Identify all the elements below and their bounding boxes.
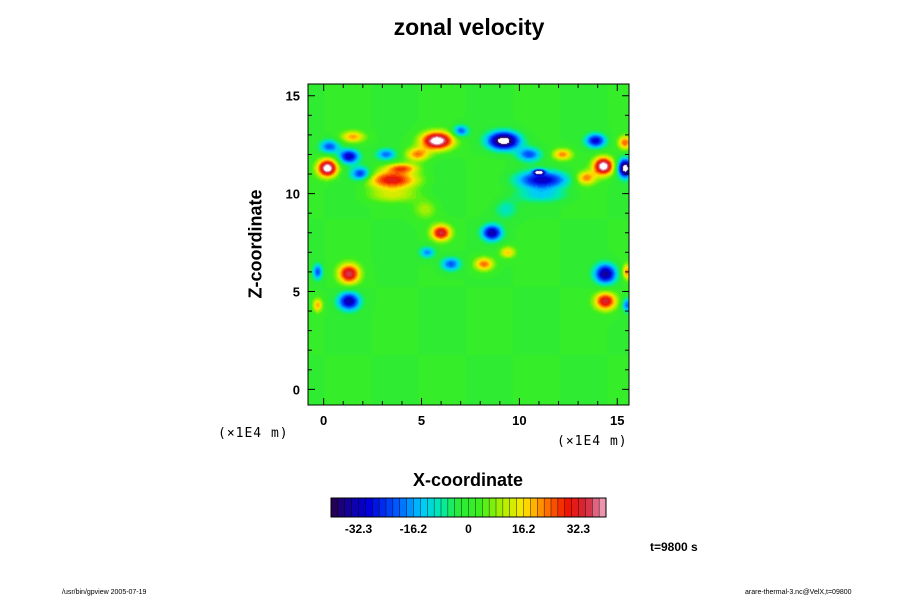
colorbar-cell — [502, 497, 511, 518]
x-unit-label-left: (×1E4 m) — [218, 426, 289, 441]
colorbar-cell — [468, 497, 476, 518]
y-tick-label: 10 — [286, 187, 300, 202]
colorbar-cell — [578, 497, 586, 518]
colorbar-cell — [557, 497, 566, 518]
colorbar-frame — [330, 497, 607, 518]
colorbar-cell — [516, 497, 525, 518]
colorbar-cell — [433, 497, 442, 518]
colorbar-cell — [585, 497, 593, 518]
colorbar-tick-label: 32.3 — [567, 522, 591, 536]
colorbar-cell — [330, 497, 339, 518]
footer-command: /usr/bin/gpview 2005-07-19 — [62, 589, 147, 596]
colorbar-tick-label: -32.3 — [345, 522, 373, 536]
colorbar-cell — [344, 497, 353, 518]
colorbar-cell — [475, 497, 483, 518]
colorbar-cell — [550, 497, 559, 518]
colorbar-cell — [461, 497, 470, 518]
y-tick-label: 0 — [293, 382, 300, 397]
colorbar-cell — [358, 497, 366, 518]
colorbar-cell — [420, 497, 428, 518]
y-tick-label: 5 — [293, 284, 300, 299]
colorbar-cell — [598, 497, 607, 518]
colorbar-cell — [440, 497, 449, 518]
colorbar-tick-label: 16.2 — [512, 522, 536, 536]
colorbar-cell — [482, 497, 490, 518]
y-tick-label: 15 — [286, 89, 300, 104]
colorbar-cell — [530, 497, 538, 518]
x-tick-label: 10 — [512, 413, 526, 428]
x-tick-label: 15 — [610, 413, 624, 428]
colorbar-cell — [537, 497, 545, 518]
colorbar-cell — [399, 497, 408, 518]
axes: 0 5 10 15 0 5 10 15 — [286, 84, 629, 428]
colorbar-cell — [495, 497, 504, 518]
colorbar-tick-label: 0 — [465, 522, 472, 536]
time-label: t=9800 s — [650, 540, 698, 554]
colorbar-cell — [337, 497, 346, 518]
colorbar-tick-label: -16.2 — [400, 522, 428, 536]
plot-frame — [307, 83, 630, 406]
plot-area — [307, 83, 630, 406]
chart-title: zonal velocity — [393, 14, 545, 40]
x-tick-label: 5 — [418, 413, 425, 428]
colorbar-cell — [365, 497, 373, 518]
colorbar-cell — [372, 497, 380, 518]
colorbar-cell — [523, 497, 531, 518]
y-axis-label: Z-coordinate — [245, 189, 266, 299]
footer-source: arare-thermal-3.nc@VelX,t=09800 — [745, 589, 852, 596]
colorbar: -32.3 -16.2 0 16.2 32.3 — [330, 497, 607, 536]
x-axis-label: X-coordinate — [412, 470, 524, 490]
colorbar-cell — [592, 497, 600, 518]
colorbar-cell — [454, 497, 463, 518]
colorbar-cell — [447, 497, 456, 518]
colorbar-cell — [413, 497, 421, 518]
colorbar-cell — [543, 497, 552, 518]
heatmap-image — [308, 84, 629, 405]
colorbar-cell — [351, 497, 360, 518]
colorbar-cell — [385, 497, 394, 518]
colorbar-cell — [564, 497, 573, 518]
colorbar-cell — [406, 497, 415, 518]
colorbar-cell — [378, 497, 387, 518]
x-tick-label: 0 — [320, 413, 327, 428]
colorbar-cell — [392, 497, 401, 518]
colorbar-cell — [488, 497, 497, 518]
colorbar-cell — [427, 497, 435, 518]
x-unit-label-right: (×1E4 m) — [557, 434, 628, 449]
colorbar-cell — [571, 497, 580, 518]
colorbar-cell — [509, 497, 518, 518]
